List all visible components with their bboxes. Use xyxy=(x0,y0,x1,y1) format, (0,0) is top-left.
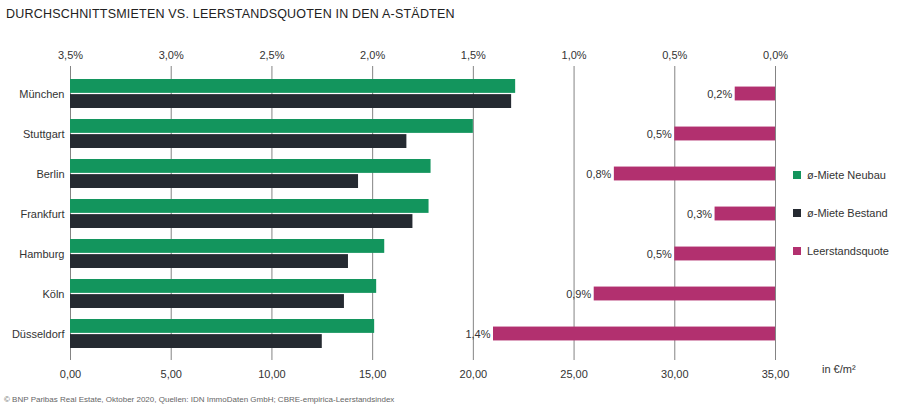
svg-text:0,2%: 0,2% xyxy=(707,88,732,100)
svg-text:5,00: 5,00 xyxy=(161,368,182,380)
svg-text:0,0%: 0,0% xyxy=(763,49,788,61)
svg-text:0,3%: 0,3% xyxy=(687,208,712,220)
html-text:© BNP Paribas Real Estate, Okt: © BNP Paribas Real Estate, Oktober 2020,… xyxy=(4,395,395,404)
svg-text:15,00: 15,00 xyxy=(359,368,387,380)
svg-text:3,0%: 3,0% xyxy=(159,49,184,61)
svg-text:0,9%: 0,9% xyxy=(566,288,591,300)
html-text:in €/m²: in €/m² xyxy=(822,363,856,375)
svg-text:Köln: Köln xyxy=(42,288,64,300)
svg-text:20,00: 20,00 xyxy=(460,368,488,380)
svg-text:0,00: 0,00 xyxy=(60,368,81,380)
svg-text:0,8%: 0,8% xyxy=(586,168,611,180)
svg-text:München: München xyxy=(19,88,64,100)
svg-text:Stuttgart: Stuttgart xyxy=(23,128,65,140)
svg-text:0,5%: 0,5% xyxy=(647,128,672,140)
html-text:DURCHSCHNITTSMIETEN VS. LEERST: DURCHSCHNITTSMIETEN VS. LEERSTANDSQUOTEN… xyxy=(6,7,455,21)
svg-text:2,5%: 2,5% xyxy=(259,49,284,61)
html-text:ø-Miete Neubau: ø-Miete Neubau xyxy=(807,169,886,181)
svg-text:1,4%: 1,4% xyxy=(465,328,490,340)
svg-text:1,5%: 1,5% xyxy=(461,49,486,61)
svg-text:1,0%: 1,0% xyxy=(562,49,587,61)
svg-text:10,00: 10,00 xyxy=(258,368,286,380)
svg-text:0,5%: 0,5% xyxy=(662,49,687,61)
svg-text:35,00: 35,00 xyxy=(762,368,790,380)
svg-text:3,5%: 3,5% xyxy=(58,49,83,61)
svg-text:Düsseldorf: Düsseldorf xyxy=(12,328,66,340)
html-text:ø-Miete Bestand: ø-Miete Bestand xyxy=(807,207,888,219)
svg-text:0,5%: 0,5% xyxy=(647,248,672,260)
svg-text:30,00: 30,00 xyxy=(661,368,689,380)
svg-text:Berlin: Berlin xyxy=(36,168,64,180)
svg-text:Hamburg: Hamburg xyxy=(19,248,64,260)
html-text:Leerstandsquote: Leerstandsquote xyxy=(807,245,889,257)
svg-text:Frankfurt: Frankfurt xyxy=(20,208,64,220)
svg-text:2,0%: 2,0% xyxy=(360,49,385,61)
svg-text:25,00: 25,00 xyxy=(560,368,588,380)
